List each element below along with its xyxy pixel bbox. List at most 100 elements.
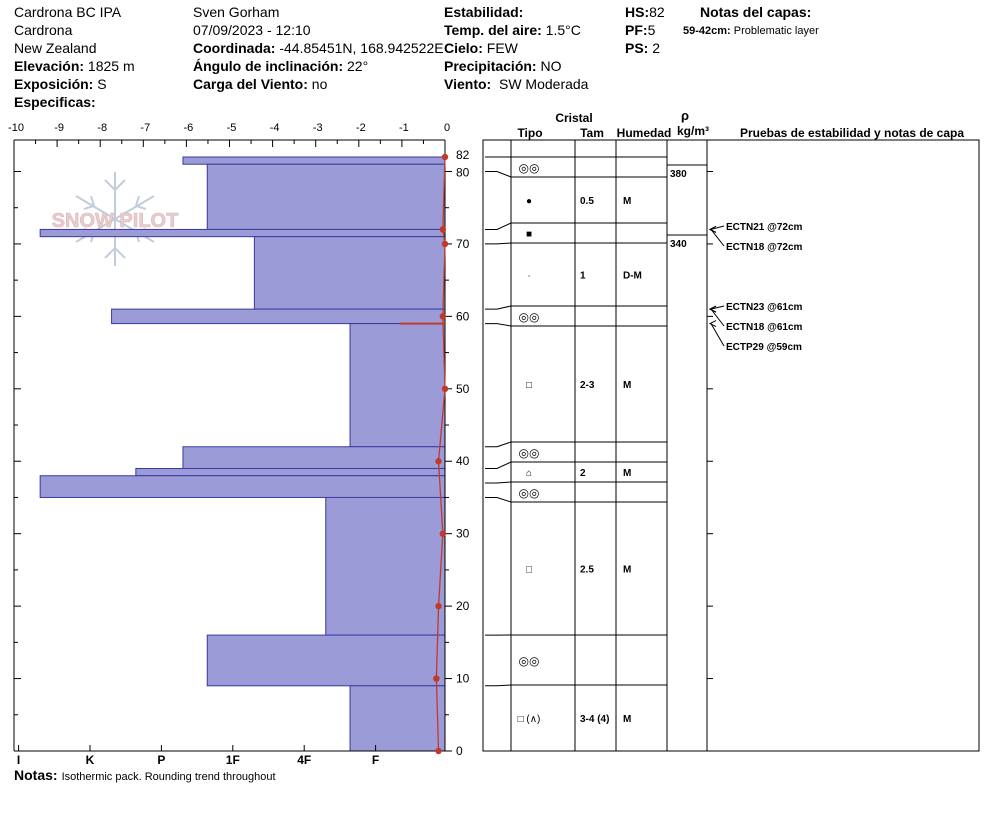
stability-test-label: ECTN23 @61cm bbox=[726, 302, 803, 313]
grain-type-label: ● bbox=[526, 196, 532, 207]
test-pointer-arrow bbox=[708, 320, 717, 328]
country-name: New Zealand bbox=[14, 40, 97, 56]
tests-column-header: Pruebas de estabilidad y notas de capa bbox=[740, 126, 964, 140]
test-pointer-line bbox=[710, 308, 725, 327]
layer-connector bbox=[485, 496, 512, 503]
slope-angle: Ángulo de inclinación: 22° bbox=[193, 57, 368, 75]
height-tick-label: 50 bbox=[456, 382, 470, 396]
layer-connector bbox=[485, 242, 512, 245]
temperature-tick-label: -10 bbox=[8, 122, 24, 134]
wind-loading-label: Carga del Viento: bbox=[193, 76, 308, 92]
test-pointer-line bbox=[710, 323, 725, 347]
stability-test-label: ECTN18 @61cm bbox=[726, 322, 803, 333]
hardness-tick-label: K bbox=[86, 753, 95, 767]
layer-connector bbox=[485, 481, 512, 484]
density-value: 380 bbox=[670, 169, 687, 180]
temperature-point bbox=[435, 602, 442, 610]
grain-size-label: 2.5 bbox=[580, 565, 594, 576]
precipitation-value: NO bbox=[540, 58, 562, 74]
grain-size-label: 1 bbox=[580, 271, 586, 282]
height-tick-label: 20 bbox=[456, 599, 470, 613]
stability-test-label: ECTN21 @72cm bbox=[726, 222, 803, 233]
grain-type-label: □ (∧) bbox=[518, 714, 541, 725]
height-tick-label: 30 bbox=[456, 527, 470, 541]
grain-type-label: ■ bbox=[526, 229, 532, 240]
hardness-bar bbox=[111, 308, 446, 325]
layer-note-text: Problematic layer bbox=[733, 25, 819, 37]
temperature-tick-label: -6 bbox=[184, 122, 194, 134]
profile-header: Cardrona BC IPA Cardrona New Zealand Ele… bbox=[0, 0, 994, 112]
hardness-bar bbox=[349, 323, 446, 448]
specifics-label: Especificas: bbox=[14, 94, 96, 110]
grain-size-label: 3-4 (4) bbox=[580, 714, 609, 725]
temperature-point bbox=[439, 313, 447, 320]
layer-connector bbox=[485, 323, 512, 327]
moisture-label: M bbox=[623, 468, 631, 479]
hardness-bar bbox=[325, 496, 446, 636]
grain-panel-frame bbox=[482, 139, 980, 752]
moisture-label: M bbox=[623, 714, 631, 725]
height-tick-label: 40 bbox=[456, 454, 470, 468]
grain-panel: Cristal Tipo Tam Humedad ρkg/m³ Pruebas de es… bbox=[482, 108, 980, 752]
hardness-bar bbox=[253, 236, 446, 310]
wind-label: Viento: bbox=[444, 76, 492, 92]
hardness-tick-label: F bbox=[372, 753, 379, 767]
precipitation-label: Precipitación: bbox=[444, 58, 537, 74]
hardness-tick-label: P bbox=[157, 753, 165, 767]
temperature-tick-label: 0 bbox=[444, 122, 450, 134]
penetration-foot-label: PF: bbox=[625, 22, 648, 38]
snowpilot-logo: SNOW PILOT bbox=[51, 172, 179, 266]
temperature-point bbox=[435, 458, 442, 465]
grain-type-label: ⌂ bbox=[526, 468, 532, 479]
wind-loading-value: no bbox=[311, 76, 328, 92]
hardness-bars bbox=[39, 156, 446, 752]
elevation: Elevación: 1825 m bbox=[14, 57, 135, 75]
wind-loading: Carga del Viento: no bbox=[193, 75, 327, 93]
site-name: Cardrona BC IPA bbox=[14, 4, 122, 20]
stability-label: Estabilidad: bbox=[444, 4, 524, 20]
height-tick-label: 10 bbox=[456, 672, 470, 686]
size-column-header: Tam bbox=[580, 126, 604, 140]
penetration-ski: PS: 2 bbox=[625, 39, 660, 57]
coordinates: Coordinada: -44.85451N, 168.942522E bbox=[193, 39, 444, 57]
grain-type-label: □ bbox=[526, 380, 532, 391]
layer-connector bbox=[485, 684, 512, 687]
snow-height: HS:82 bbox=[625, 3, 665, 21]
slope-angle-value: 22° bbox=[347, 58, 369, 74]
stability-test-label: ECTP29 @59cm bbox=[726, 342, 802, 353]
aspect-value: S bbox=[97, 76, 107, 92]
coordinates-label: Coordinada: bbox=[193, 40, 276, 56]
hardness-bar bbox=[206, 163, 446, 230]
layer-connector bbox=[485, 170, 512, 178]
type-column-header: Tipo bbox=[517, 126, 542, 140]
air-temperature-label: Temp. del aire: bbox=[444, 22, 542, 38]
height-tick-label: 0 bbox=[456, 744, 463, 758]
coordinates-value: -44.85451N, 168.942522E bbox=[279, 40, 444, 56]
hardness-bar bbox=[135, 467, 446, 477]
grain-type-label: ◎◎ bbox=[519, 654, 540, 668]
temperature-point bbox=[435, 747, 442, 755]
sky-cover-label: Cielo: bbox=[444, 40, 483, 56]
temperature-line bbox=[435, 156, 446, 752]
temperature-tick-label: -3 bbox=[313, 122, 323, 134]
snow-height-value: 82 bbox=[649, 4, 665, 20]
layer-connector bbox=[485, 441, 512, 448]
grain-type-label: ◎◎ bbox=[519, 161, 540, 175]
penetration-ski-value: 2 bbox=[652, 40, 661, 56]
temperature-tick-label: -2 bbox=[356, 122, 366, 134]
precipitation: Precipitación: NO bbox=[444, 57, 561, 75]
moisture-label: M bbox=[623, 565, 631, 576]
height-tick-label: 80 bbox=[456, 165, 470, 179]
layer-connector bbox=[485, 305, 512, 310]
temperature-tick-label: -9 bbox=[54, 122, 64, 134]
density-symbol: ρ bbox=[681, 108, 689, 123]
hardness-bar bbox=[182, 446, 446, 469]
layer-note: 59-42cm: Problematic layer bbox=[683, 22, 819, 40]
moisture-label: M bbox=[623, 196, 631, 207]
temperature-tick-label: -5 bbox=[227, 122, 237, 134]
observer-name: Sven Gorham bbox=[193, 4, 280, 20]
layer-notes-label: Notas del capas: bbox=[700, 4, 812, 20]
wind-value: SW Moderada bbox=[498, 76, 589, 92]
notes: Notas: Isothermic pack. Rounding trend th… bbox=[14, 767, 276, 783]
penetration-foot: PF:5 bbox=[625, 21, 655, 39]
